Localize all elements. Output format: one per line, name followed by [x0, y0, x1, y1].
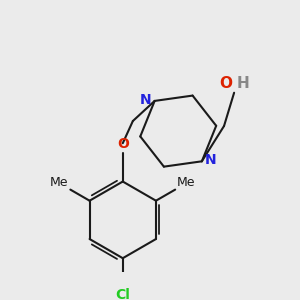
Text: H: H: [236, 76, 249, 91]
Text: N: N: [205, 153, 217, 167]
Text: Me: Me: [177, 176, 196, 189]
Text: Cl: Cl: [115, 288, 130, 300]
Text: N: N: [140, 93, 152, 107]
Text: O: O: [117, 137, 129, 151]
Text: Me: Me: [50, 176, 68, 189]
Text: O: O: [219, 76, 232, 91]
